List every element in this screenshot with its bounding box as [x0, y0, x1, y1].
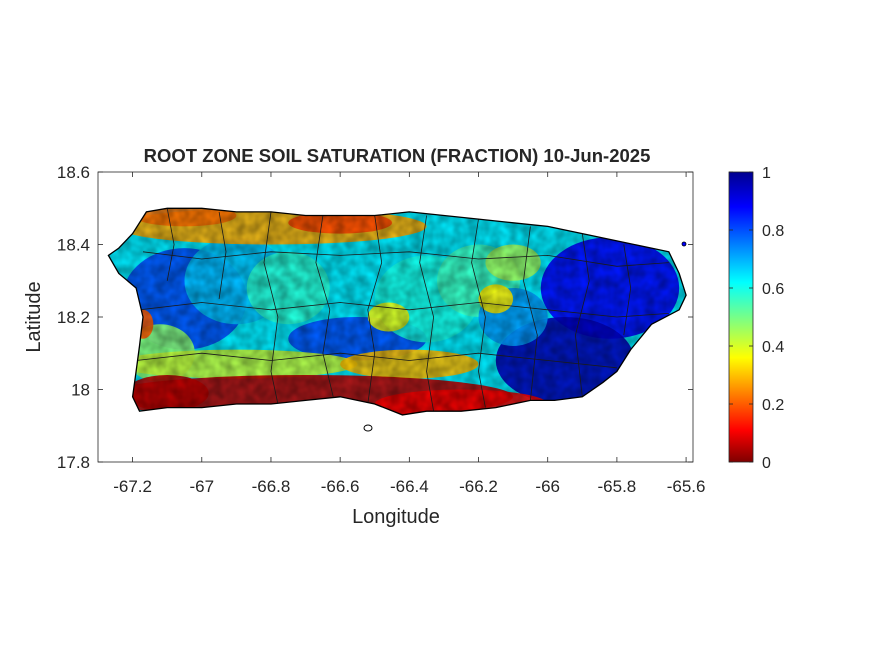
boundary-line [574, 233, 590, 397]
x-tick-label: -65.8 [598, 477, 637, 496]
x-tick-label: -66.8 [252, 477, 291, 496]
boundary-line [263, 211, 279, 405]
colorbar [728, 171, 754, 463]
colorbar-tick-label: 0.2 [762, 397, 784, 414]
east-islet [681, 241, 687, 247]
colorbar-tick-label: 1 [762, 165, 771, 182]
y-axis-label: Latitude [23, 281, 45, 352]
boundary-line [471, 219, 486, 408]
municipality-boundaries [136, 208, 669, 412]
y-tick-label: 18.4 [57, 236, 90, 255]
x-tick-label: -67.2 [113, 477, 152, 496]
colorbar-tick-label: 0.8 [762, 223, 784, 240]
x-axis: -67.2 -67 -66.8 -66.6 -66.4 -66.2 -66 -65.8 -65.… [113, 172, 705, 496]
boundary-line [623, 244, 632, 336]
x-tick-label: -66.6 [321, 477, 360, 496]
x-tick-label: -66.4 [390, 477, 429, 496]
x-tick-label: -66 [535, 477, 560, 496]
boundary-line [139, 302, 669, 318]
y-tick-label: 18.2 [57, 308, 90, 327]
colorbar-tick-label: 0 [762, 455, 771, 472]
boundary-line [315, 215, 334, 397]
y-tick-label: 18 [71, 381, 90, 400]
x-tick-label: -66.2 [459, 477, 498, 496]
y-tick-label: 18.6 [57, 163, 90, 182]
colorbar-tick-label: 0.6 [762, 281, 784, 298]
vieques-islet [363, 424, 373, 432]
boundary-line [419, 215, 435, 412]
boundary-line [142, 251, 669, 267]
x-axis-label: Longitude [352, 506, 440, 528]
x-tick-label: -67 [189, 477, 214, 496]
chart-title: ROOT ZONE SOIL SATURATION (FRACTION) 10-… [144, 145, 651, 166]
x-tick-label: -65.6 [667, 477, 706, 496]
boundary-line [136, 352, 617, 369]
boundary-line [166, 208, 175, 281]
colorbar-tick-label: 0.4 [762, 339, 784, 356]
y-tick-label: 17.8 [57, 453, 90, 472]
boundary-line [367, 215, 383, 405]
y-axis: 17.8 18 18.2 18.4 18.6 [57, 163, 693, 472]
colorbar-ticks: 0 0.2 0.4 0.6 0.8 1 [729, 165, 784, 472]
boundary-line [218, 211, 227, 299]
island-outline [107, 207, 687, 416]
